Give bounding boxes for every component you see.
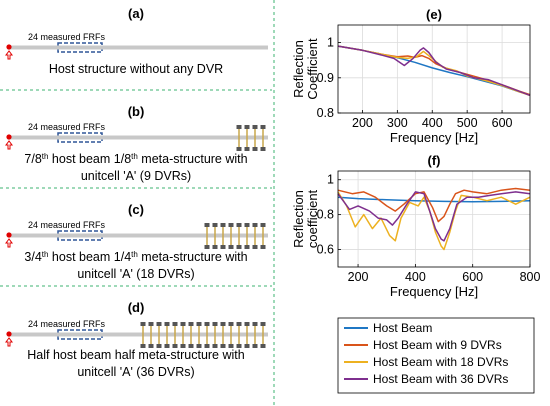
frf-label: 24 measured FRFs — [28, 32, 106, 42]
series-line-dvr9 — [337, 45, 531, 96]
plot-frame — [337, 170, 531, 268]
caption-line: unitcell 'A' (18 DVRs) — [77, 267, 194, 281]
force-arrow-icon — [5, 337, 13, 347]
series-line-dvr36 — [337, 45, 531, 97]
dvr-resonator — [236, 223, 242, 249]
schematic-panels: (a) 24 measured FRFs Host structure withou… — [0, 6, 272, 379]
panel-b: (b) 24 measured FRFs 7/8th host beam 1/8th… — [5, 104, 268, 183]
panel-c: (c) 24 measured FRFs 3/4th host beam 1/4th… — [5, 202, 268, 281]
dvr-resonator — [260, 125, 266, 151]
excitation-point — [6, 331, 12, 337]
dvr-resonator — [220, 322, 226, 348]
x-tick-label: 200 — [348, 270, 369, 284]
dvr-resonator — [196, 322, 202, 348]
host-beam — [10, 332, 268, 337]
panel-a: (a) 24 measured FRFs Host structure withou… — [5, 6, 268, 76]
series-line-dvr9 — [337, 187, 531, 223]
force-arrow-icon — [5, 238, 13, 248]
y-axis-label: Reflectioncoefficient — [291, 189, 320, 248]
panel-label: (d) — [128, 300, 145, 315]
dvr-resonator — [244, 125, 250, 151]
x-tick-label: 600 — [462, 270, 483, 284]
dvr-resonator — [204, 322, 210, 348]
excitation-point — [6, 44, 12, 50]
caption-line: unitcell 'A' (9 DVRs) — [81, 169, 191, 183]
x-axis-label: Frequency [Hz] — [390, 130, 478, 145]
dvr-resonator — [156, 322, 162, 348]
y-tick-label: 0.9 — [317, 71, 334, 85]
frf-label: 24 measured FRFs — [28, 220, 106, 230]
frf-label: 24 measured FRFs — [28, 319, 106, 329]
dvr-resonator — [212, 223, 218, 249]
dvr-resonator — [260, 223, 266, 249]
series-line-host — [337, 45, 531, 96]
dvr-resonator — [252, 322, 258, 348]
excitation-point — [6, 134, 12, 140]
excitation-point — [6, 232, 12, 238]
legend-label: Host Beam with 18 DVRs — [373, 355, 508, 369]
x-tick-label: 400 — [422, 116, 443, 130]
series-line-dvr36 — [337, 191, 531, 242]
x-tick-label: 400 — [405, 270, 426, 284]
legend-box — [337, 317, 535, 394]
panel-label: (a) — [128, 6, 144, 21]
dvr-resonator — [180, 322, 186, 348]
dvr-resonator — [228, 322, 234, 348]
dvr-resonator — [244, 223, 250, 249]
dvr-resonator — [220, 223, 226, 249]
force-arrow-icon — [5, 140, 13, 150]
x-tick-label: 500 — [457, 116, 478, 130]
host-beam — [10, 233, 268, 238]
x-axis-label: Frequency [Hz] — [390, 284, 478, 299]
chart-f: (f) 200 400 600 800 0.6 0.8 1 Frequency [Hz] Refl… — [291, 153, 540, 299]
panel-d: (d) 24 measured FRFs Half host beam half m… — [5, 300, 268, 379]
panel-label: (b) — [128, 104, 145, 119]
dvr-resonator — [260, 322, 266, 348]
caption-line: 7/8th host beam 1/8th meta-structure wit… — [24, 152, 247, 167]
dvr-resonator — [188, 322, 194, 348]
dvr-resonator — [140, 322, 146, 348]
host-beam — [10, 135, 268, 140]
dvr-resonator — [212, 322, 218, 348]
series-line-dvr18 — [337, 45, 531, 97]
dvr-resonator — [204, 223, 210, 249]
y-axis-label: ReflectionCoefficient — [291, 38, 320, 100]
chart-label: (e) — [426, 7, 442, 22]
chart-e: (e) 200 300 400 500 600 0.8 0.9 1 Frequency [Hz] R… — [291, 7, 531, 145]
plot-frame — [337, 24, 531, 114]
x-tick-label: 800 — [520, 270, 541, 284]
dvr-resonator — [252, 223, 258, 249]
frf-label: 24 measured FRFs — [28, 122, 106, 132]
caption-line: 3/4th host beam 1/4th meta-structure wit… — [24, 250, 247, 265]
caption-line: unitcell 'A' (36 DVRs) — [77, 365, 194, 379]
x-tick-label: 600 — [492, 116, 513, 130]
dvr-resonator — [228, 223, 234, 249]
legend-label: Host Beam — [373, 321, 432, 335]
x-tick-label: 200 — [352, 116, 373, 130]
dvr-resonator — [244, 322, 250, 348]
dvr-resonator — [252, 125, 258, 151]
dvr-resonator — [236, 322, 242, 348]
dvr-resonator — [172, 322, 178, 348]
x-tick-label: 300 — [387, 116, 408, 130]
legend: Host Beam Host Beam with 9 DVRs Host Beam … — [337, 317, 535, 394]
y-tick-label: 0.8 — [317, 106, 334, 120]
y-tick-label: 0.6 — [317, 243, 334, 257]
caption-line: Half host beam half meta-structure with — [27, 348, 244, 362]
dvr-resonator — [164, 322, 170, 348]
force-arrow-icon — [5, 50, 13, 60]
y-tick-label: 1 — [327, 173, 334, 187]
dvr-resonator — [236, 125, 242, 151]
dvr-resonator — [148, 322, 154, 348]
legend-label: Host Beam with 9 DVRs — [373, 338, 502, 352]
y-tick-label: 0.8 — [317, 208, 334, 222]
y-tick-label: 1 — [327, 36, 334, 50]
chart-label: (f) — [428, 153, 441, 168]
panel-label: (c) — [128, 202, 144, 217]
caption-line: Host structure without any DVR — [49, 62, 223, 76]
legend-label: Host Beam with 36 DVRs — [373, 372, 508, 386]
host-beam — [10, 45, 268, 50]
